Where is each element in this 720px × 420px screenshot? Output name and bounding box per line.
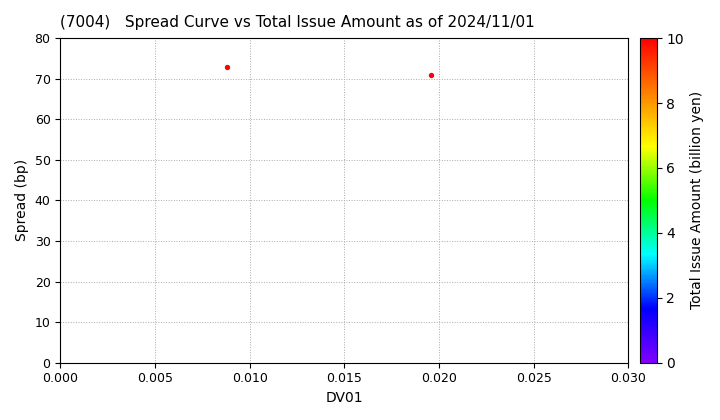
Text: (7004)   Spread Curve vs Total Issue Amount as of 2024/11/01: (7004) Spread Curve vs Total Issue Amoun… [60, 15, 535, 30]
Point [426, 71, 437, 78]
Point [221, 63, 233, 70]
X-axis label: DV01: DV01 [325, 391, 363, 405]
Y-axis label: Spread (bp): Spread (bp) [15, 159, 29, 242]
Y-axis label: Total Issue Amount (billion yen): Total Issue Amount (billion yen) [690, 92, 703, 310]
